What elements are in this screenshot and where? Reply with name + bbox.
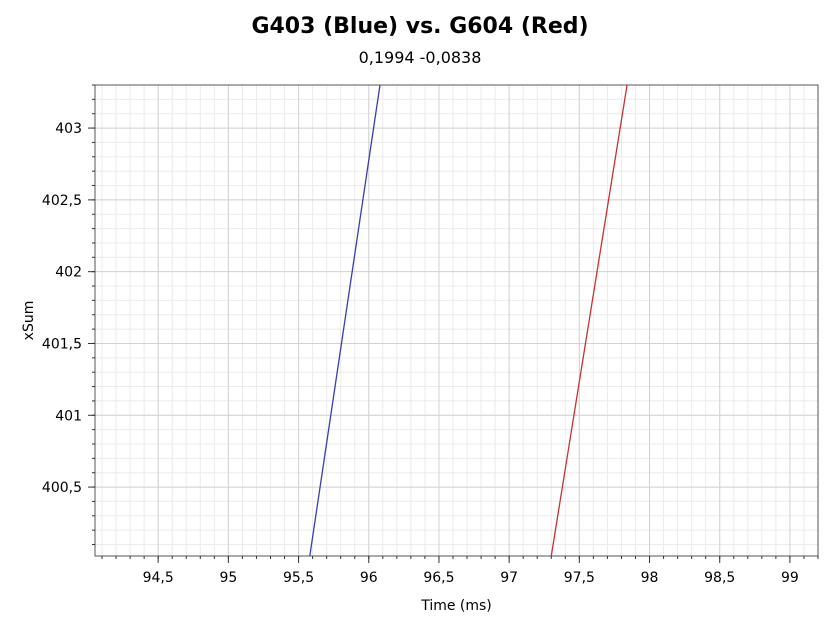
x-tick-label: 99 bbox=[781, 570, 799, 586]
y-tick-label: 402 bbox=[55, 265, 82, 281]
ticks bbox=[88, 84, 819, 563]
x-tick-label: 94,5 bbox=[143, 570, 174, 586]
y-axis-label: xSum bbox=[21, 301, 37, 341]
x-tick-label: 95 bbox=[219, 570, 237, 586]
plot-frame bbox=[94, 84, 819, 557]
y-tick-label: 401 bbox=[55, 408, 82, 424]
x-tick-label: 97,5 bbox=[564, 570, 595, 586]
series-layer bbox=[309, 84, 628, 557]
series-line bbox=[550, 84, 628, 557]
y-tick-label: 403 bbox=[55, 121, 82, 137]
x-axis-label: Time (ms) bbox=[420, 598, 492, 614]
series-line bbox=[309, 84, 381, 557]
chart-title: G403 (Blue) vs. G604 (Red) bbox=[251, 14, 589, 39]
x-tick-label: 98,5 bbox=[704, 570, 735, 586]
y-tick-label: 402,5 bbox=[42, 193, 82, 209]
tick-labels: 94,5 95 95,5 96 96,5 97 97,5 98 98,5 99 400,5 401 40… bbox=[42, 121, 799, 586]
x-tick-label: 97 bbox=[500, 570, 518, 586]
x-tick-label: 96,5 bbox=[423, 570, 454, 586]
x-tick-label: 95,5 bbox=[283, 570, 314, 586]
x-tick-label: 98 bbox=[641, 570, 659, 586]
y-tick-label: 400,5 bbox=[42, 480, 82, 496]
x-tick-label: 96 bbox=[360, 570, 378, 586]
chart-subtitle: 0,1994 -0,0838 bbox=[358, 48, 482, 67]
y-tick-label: 401,5 bbox=[42, 336, 82, 352]
grid bbox=[95, 84, 819, 556]
